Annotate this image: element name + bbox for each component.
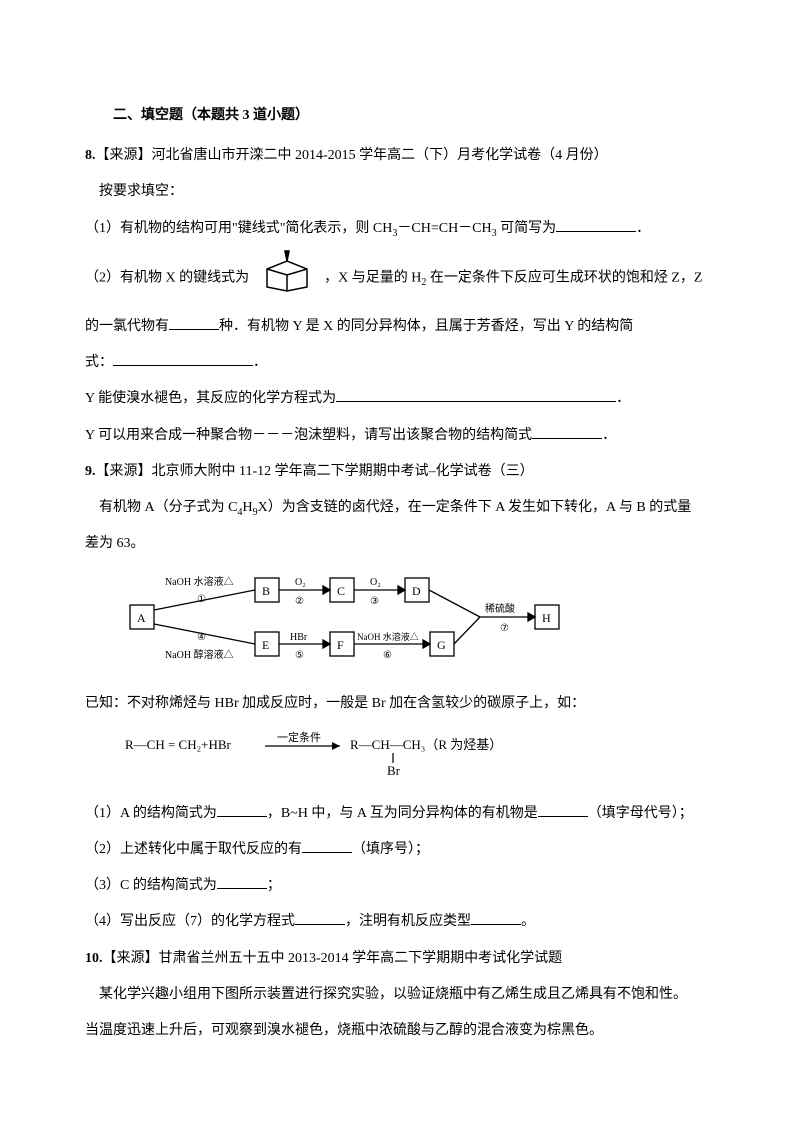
svg-text:O₂: O₂ bbox=[370, 577, 381, 588]
reaction-diagram: R—CH = CH₂+HBr 一定条件 R—CH—CH₃（R 为烃基） Br bbox=[125, 729, 709, 790]
blank bbox=[295, 911, 345, 925]
q8-p2-line1: （2）有机物 X 的键线式为 ，X 与足量的 H2 在一定条件下反应可生成环状的… bbox=[85, 249, 709, 307]
q8-p2-e: 种．有机物 Y 是 X 的同分异构体，且属于芳香烃，写出 Y 的结构简 bbox=[219, 319, 633, 334]
q8-p1-c: 可简写为 bbox=[497, 221, 557, 236]
q9-sub4-b: ，注明有机反应类型 bbox=[345, 914, 471, 929]
svg-text:⑤: ⑤ bbox=[295, 650, 304, 661]
svg-text:Br: Br bbox=[387, 763, 401, 777]
q8-p4: Y 可以用来合成一种聚合物－－－泡沫塑料，请写出该聚合物的结构简式 ． bbox=[85, 420, 709, 452]
q9-sub1: （1）A 的结构简式为 ，B~H 中，与 A 互为同分异构体的有机物是 （填字母代号… bbox=[85, 798, 709, 830]
structure-diagram bbox=[257, 249, 317, 307]
q9-sub1-b: ，B~H 中，与 A 互为同分异构体的有机物是 bbox=[267, 806, 538, 821]
q8-intro: 按要求填空： bbox=[85, 176, 709, 208]
svg-text:NaOH 水溶液△: NaOH 水溶液△ bbox=[165, 575, 234, 588]
q9-p1-d: 差为 63。 bbox=[85, 528, 709, 560]
q9-sub1-c: （填字母代号）； bbox=[588, 806, 693, 821]
svg-text:①: ① bbox=[197, 594, 206, 605]
q9-sub3-b: ； bbox=[267, 878, 281, 893]
q9-known: 已知：不对称烯烃与 HBr 加成反应时，一般是 Br 加在含氢较少的碳原子上，如… bbox=[85, 688, 709, 720]
q8-source: 8.【来源】河北省唐山市开滦二中 2014-2015 学年高二（下）月考化学试卷… bbox=[85, 140, 709, 172]
q9-sub2-b: （填序号）； bbox=[352, 842, 429, 857]
q8-p2-a: （2）有机物 X 的键线式为 bbox=[85, 270, 249, 285]
q8-p4-a: Y 可以用来合成一种聚合物－－－泡沫塑料，请写出该聚合物的结构简式 bbox=[85, 428, 532, 443]
q9-p1-b: H bbox=[242, 500, 252, 515]
blank bbox=[336, 388, 616, 402]
q9-sub4-a: （4）写出反应（7）的化学方程式 bbox=[85, 914, 295, 929]
blank bbox=[217, 803, 267, 817]
svg-text:G: G bbox=[437, 638, 446, 652]
blank bbox=[302, 839, 352, 853]
svg-text:D: D bbox=[412, 584, 421, 598]
svg-text:NaOH 水溶液△: NaOH 水溶液△ bbox=[357, 631, 419, 642]
q8-p3: Y 能使溴水褪色，其反应的化学方程式为 ． bbox=[85, 383, 709, 415]
q10-p1: 某化学兴趣小组用下图所示装置进行探究实验，以验证烧瓶中有乙烯生成且乙烯具有不饱和… bbox=[85, 979, 709, 1011]
svg-text:B: B bbox=[262, 584, 270, 598]
svg-text:E: E bbox=[262, 638, 269, 652]
svg-text:NaOH 醇溶液△: NaOH 醇溶液△ bbox=[165, 648, 234, 661]
q8-p2-d: 的一氯代物有 bbox=[85, 319, 169, 334]
svg-text:R—CH = CH₂+HBr: R—CH = CH₂+HBr bbox=[125, 737, 232, 752]
q10-p2: 当温度迅速上升后，可观察到溴水褪色，烧瓶中浓硫酸与乙醇的混合液变为棕黑色。 bbox=[85, 1015, 709, 1047]
q9-sub4-c: 。 bbox=[521, 914, 535, 929]
q9-sub4: （4）写出反应（7）的化学方程式 ，注明有机反应类型 。 bbox=[85, 906, 709, 938]
q9-p1: 有机物 A（分子式为 C4H9X）为含支链的卤代烃，在一定条件下 A 发生如下转… bbox=[85, 492, 709, 524]
svg-text:②: ② bbox=[295, 596, 304, 607]
q10-source-text: 【来源】甘肃省兰州五十五中 2013-2014 学年高二下学期期中考试化学试题 bbox=[103, 951, 563, 966]
blank bbox=[169, 316, 219, 330]
svg-text:⑦: ⑦ bbox=[500, 623, 509, 634]
svg-text:④: ④ bbox=[197, 632, 206, 643]
svg-text:稀硫酸: 稀硫酸 bbox=[485, 602, 515, 615]
q8-p2-f: 式： bbox=[85, 355, 113, 370]
q8-p3-end: ． bbox=[616, 391, 630, 406]
blank bbox=[217, 875, 267, 889]
q9-p1-a: 有机物 A（分子式为 C bbox=[99, 500, 237, 515]
q9-sub3-a: （3）C 的结构简式为 bbox=[85, 878, 217, 893]
q9-sub2-a: （2）上述转化中属于取代反应的有 bbox=[85, 842, 302, 857]
q8-p1-end: ． bbox=[636, 221, 650, 236]
svg-text:一定条件: 一定条件 bbox=[277, 730, 321, 744]
svg-text:C: C bbox=[337, 584, 345, 598]
q10-label: 10. bbox=[85, 951, 103, 966]
q9-p1-c: X）为含支链的卤代烃，在一定条件下 A 发生如下转化，A 与 B 的式量 bbox=[258, 500, 692, 515]
q8-p2-line3: 式： ． bbox=[85, 347, 709, 379]
q8-p4-end: ． bbox=[602, 428, 616, 443]
q8-p3-a: Y 能使溴水褪色，其反应的化学方程式为 bbox=[85, 391, 336, 406]
blank bbox=[532, 425, 602, 439]
svg-text:③: ③ bbox=[370, 596, 379, 607]
q9-sub1-a: （1）A 的结构简式为 bbox=[85, 806, 217, 821]
q8-p2-g: ． bbox=[253, 355, 267, 370]
svg-text:HBr: HBr bbox=[290, 632, 308, 643]
svg-text:O₂: O₂ bbox=[295, 577, 306, 588]
q8-p2-line2: 的一氯代物有 种．有机物 Y 是 X 的同分异构体，且属于芳香烃，写出 Y 的结构… bbox=[85, 311, 709, 343]
svg-text:H: H bbox=[542, 611, 551, 625]
q9-sub3: （3）C 的结构简式为 ； bbox=[85, 870, 709, 902]
blank bbox=[556, 218, 636, 232]
q8-p1-a: （1）有机物的结构可用"键线式"简化表示，则 CH bbox=[85, 221, 392, 236]
q9-source: 9.【来源】北京师大附中 11-12 学年高二下学期期中考试–化学试卷（三） bbox=[85, 456, 709, 488]
q9-source-text: 【来源】北京师大附中 11-12 学年高二下学期期中考试–化学试卷（三） bbox=[96, 464, 534, 479]
svg-text:R—CH—CH₃（R 为烃基）: R—CH—CH₃（R 为烃基） bbox=[350, 737, 502, 752]
q8-label: 8. bbox=[85, 148, 96, 163]
svg-text:A: A bbox=[137, 611, 146, 625]
blank bbox=[113, 352, 253, 366]
blank bbox=[538, 803, 588, 817]
svg-text:⑥: ⑥ bbox=[383, 650, 392, 661]
svg-text:F: F bbox=[337, 638, 344, 652]
q8-p1-b: －CH=CH－CH bbox=[397, 221, 491, 236]
q10-source: 10.【来源】甘肃省兰州五十五中 2013-2014 学年高二下学期期中考试化学… bbox=[85, 943, 709, 975]
q8-p1: （1）有机物的结构可用"键线式"简化表示，则 CH3－CH=CH－CH3 可简写… bbox=[85, 213, 709, 245]
section-title: 二、填空题（本题共 3 道小题） bbox=[85, 100, 709, 132]
q8-source-text: 【来源】河北省唐山市开滦二中 2014-2015 学年高二（下）月考化学试卷（4… bbox=[96, 148, 608, 163]
blank bbox=[471, 911, 521, 925]
q9-sub2: （2）上述转化中属于取代反应的有 （填序号）； bbox=[85, 834, 709, 866]
q8-p2-b: ，X 与足量的 H bbox=[324, 270, 421, 285]
q8-p2-c: 在一定条件下反应可生成环状的饱和烃 Z，Z bbox=[426, 270, 702, 285]
flow-diagram: A NaOH 水溶液△ ① B O₂ ② C O₂ ③ D NaOH 醇溶液△ … bbox=[125, 570, 709, 678]
q9-label: 9. bbox=[85, 464, 96, 479]
